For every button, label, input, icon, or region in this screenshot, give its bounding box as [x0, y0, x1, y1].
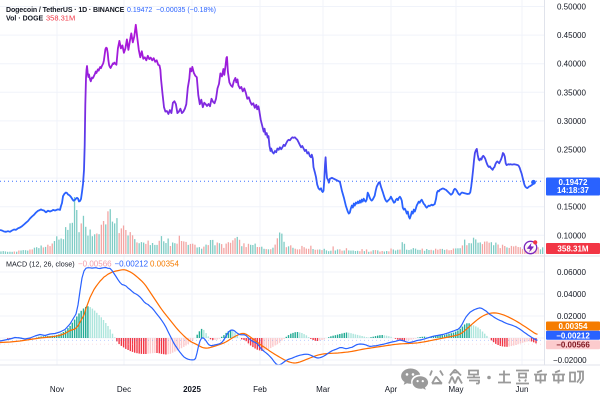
svg-text:0.00354: 0.00354: [150, 260, 179, 269]
svg-text:−0.02000: −0.02000: [553, 356, 587, 365]
svg-text:Jun: Jun: [516, 385, 529, 394]
svg-text:2025: 2025: [183, 385, 201, 394]
svg-text:Vol · DOGE: Vol · DOGE: [6, 16, 44, 23]
svg-text:−0.00212: −0.00212: [556, 331, 590, 340]
svg-text:0.00354: 0.00354: [559, 322, 588, 331]
svg-text:0.15000: 0.15000: [557, 203, 586, 212]
svg-text:0.40000: 0.40000: [557, 60, 586, 69]
svg-text:0.19472: 0.19472: [127, 7, 152, 14]
svg-text:0.35000: 0.35000: [557, 88, 586, 97]
svg-text:0.06000: 0.06000: [557, 268, 586, 277]
svg-text:Nov: Nov: [50, 385, 64, 394]
svg-text:0.25000: 0.25000: [557, 146, 586, 155]
svg-text:−0.00212: −0.00212: [115, 260, 149, 269]
svg-text:0.02000: 0.02000: [557, 312, 586, 321]
svg-text:0.30000: 0.30000: [557, 117, 586, 126]
svg-text:0.10000: 0.10000: [557, 231, 586, 240]
svg-text:−0.00566: −0.00566: [556, 341, 590, 350]
svg-text:Feb: Feb: [253, 385, 267, 394]
svg-text:Mar: Mar: [316, 385, 330, 394]
svg-text:MACD (12, 26, close): MACD (12, 26, close): [6, 260, 75, 269]
svg-text:0.04000: 0.04000: [557, 290, 586, 299]
svg-text:May: May: [448, 385, 463, 394]
svg-text:0.50000: 0.50000: [557, 3, 586, 12]
svg-text:Apr: Apr: [385, 385, 398, 394]
svg-text:−0.00035 (−0.18%): −0.00035 (−0.18%): [156, 7, 216, 14]
svg-text:0.45000: 0.45000: [557, 31, 586, 40]
svg-text:14:18:37: 14:18:37: [557, 186, 590, 195]
svg-text:358.31M: 358.31M: [46, 14, 75, 23]
svg-text:−0.00566: −0.00566: [78, 260, 112, 269]
svg-text:358.31M: 358.31M: [557, 245, 588, 254]
svg-text:Dec: Dec: [117, 385, 131, 394]
